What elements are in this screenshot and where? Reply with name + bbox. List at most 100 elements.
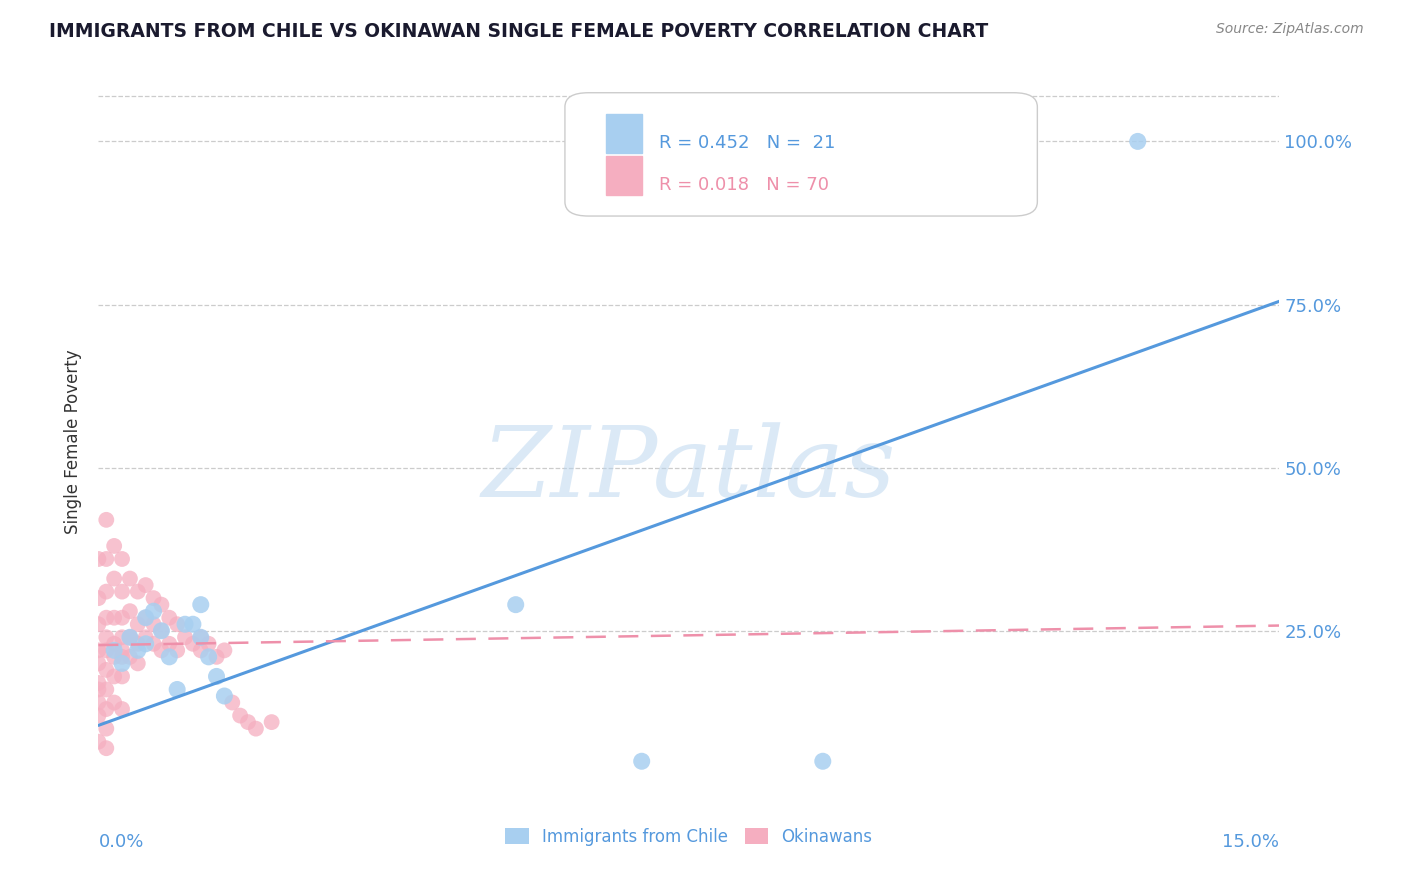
Point bbox=[87, 708, 110, 723]
Point bbox=[205, 649, 228, 664]
Point bbox=[505, 598, 527, 612]
Point bbox=[135, 637, 157, 651]
Point bbox=[197, 637, 219, 651]
Text: ZIPatlas: ZIPatlas bbox=[482, 422, 896, 517]
Point bbox=[190, 630, 212, 644]
Point bbox=[87, 617, 110, 632]
Point bbox=[142, 637, 165, 651]
Point bbox=[197, 649, 219, 664]
Point bbox=[87, 657, 110, 671]
Point bbox=[166, 617, 188, 632]
Point bbox=[127, 657, 149, 671]
Point bbox=[87, 676, 110, 690]
Y-axis label: Single Female Poverty: Single Female Poverty bbox=[65, 350, 83, 533]
Point bbox=[96, 741, 118, 756]
Point bbox=[96, 702, 118, 716]
Point bbox=[96, 584, 118, 599]
Point bbox=[87, 552, 110, 566]
Point bbox=[103, 572, 125, 586]
Point bbox=[245, 722, 267, 736]
Point bbox=[630, 754, 652, 768]
Point bbox=[181, 637, 204, 651]
Point bbox=[127, 637, 149, 651]
Point bbox=[118, 630, 141, 644]
Point bbox=[96, 513, 118, 527]
Point bbox=[127, 643, 149, 657]
Point bbox=[181, 617, 204, 632]
Point bbox=[118, 630, 141, 644]
Point bbox=[103, 611, 125, 625]
Point bbox=[111, 649, 134, 664]
Point bbox=[150, 643, 173, 657]
Point bbox=[811, 754, 834, 768]
Point bbox=[260, 715, 283, 730]
Point bbox=[111, 552, 134, 566]
Point bbox=[96, 682, 118, 697]
Point bbox=[190, 630, 212, 644]
Point bbox=[166, 682, 188, 697]
Point bbox=[205, 669, 228, 683]
Point bbox=[150, 624, 173, 638]
Point bbox=[236, 715, 259, 730]
Point bbox=[111, 611, 134, 625]
Point bbox=[174, 617, 197, 632]
Point bbox=[118, 649, 141, 664]
Point bbox=[103, 649, 125, 664]
Point bbox=[229, 708, 252, 723]
Point bbox=[96, 643, 118, 657]
Point bbox=[87, 696, 110, 710]
Point bbox=[1126, 135, 1149, 149]
Point bbox=[127, 617, 149, 632]
Point bbox=[118, 630, 141, 644]
Point bbox=[118, 572, 141, 586]
Point bbox=[87, 734, 110, 748]
Point bbox=[96, 663, 118, 677]
Point bbox=[111, 584, 134, 599]
Point bbox=[214, 689, 236, 703]
Point bbox=[157, 649, 180, 664]
Point bbox=[174, 630, 197, 644]
Point bbox=[103, 643, 125, 657]
Point bbox=[150, 624, 173, 638]
Point bbox=[166, 643, 188, 657]
Point bbox=[190, 643, 212, 657]
Point bbox=[103, 696, 125, 710]
Point bbox=[87, 682, 110, 697]
Point bbox=[111, 669, 134, 683]
Point bbox=[142, 591, 165, 606]
Text: IMMIGRANTS FROM CHILE VS OKINAWAN SINGLE FEMALE POVERTY CORRELATION CHART: IMMIGRANTS FROM CHILE VS OKINAWAN SINGLE… bbox=[49, 22, 988, 41]
Text: R = 0.018   N = 70: R = 0.018 N = 70 bbox=[659, 176, 830, 194]
Point bbox=[103, 539, 125, 553]
Point bbox=[87, 591, 110, 606]
FancyBboxPatch shape bbox=[606, 156, 641, 194]
Text: Source: ZipAtlas.com: Source: ZipAtlas.com bbox=[1216, 22, 1364, 37]
FancyBboxPatch shape bbox=[606, 114, 641, 153]
Point bbox=[135, 578, 157, 592]
Point bbox=[96, 722, 118, 736]
Point bbox=[157, 637, 180, 651]
Point bbox=[127, 584, 149, 599]
Point bbox=[111, 643, 134, 657]
Point bbox=[221, 696, 243, 710]
Point bbox=[111, 657, 134, 671]
Point bbox=[135, 611, 157, 625]
Point bbox=[157, 611, 180, 625]
Point bbox=[111, 630, 134, 644]
Text: R = 0.452   N =  21: R = 0.452 N = 21 bbox=[659, 134, 835, 152]
Point bbox=[150, 598, 173, 612]
Point bbox=[103, 637, 125, 651]
Legend: Immigrants from Chile, Okinawans: Immigrants from Chile, Okinawans bbox=[499, 822, 879, 853]
Point bbox=[96, 630, 118, 644]
Point bbox=[96, 611, 118, 625]
Point bbox=[214, 643, 236, 657]
FancyBboxPatch shape bbox=[565, 93, 1038, 216]
Point bbox=[142, 617, 165, 632]
Text: 0.0%: 0.0% bbox=[98, 832, 143, 851]
Point bbox=[135, 630, 157, 644]
Point bbox=[190, 598, 212, 612]
Point bbox=[96, 552, 118, 566]
Point bbox=[118, 604, 141, 618]
Point bbox=[87, 643, 110, 657]
Text: 15.0%: 15.0% bbox=[1222, 832, 1279, 851]
Point bbox=[111, 702, 134, 716]
